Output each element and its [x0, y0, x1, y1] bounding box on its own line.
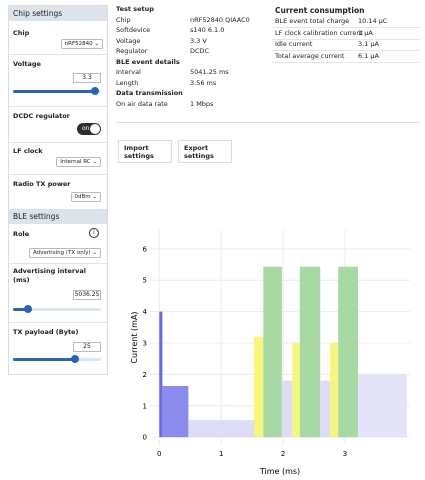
divider: [9, 142, 107, 143]
bar: [338, 266, 358, 438]
x-tick-label: 0: [157, 450, 161, 458]
toggle-text: on: [82, 125, 90, 132]
row-value: s140 6.1.0: [190, 26, 225, 34]
bar: [299, 266, 321, 438]
row-label: BLE event total charge: [275, 17, 350, 25]
tx-power-select[interactable]: 0dBm ⌄: [70, 192, 101, 202]
row-label: Softdevice: [116, 26, 151, 34]
x-axis-label: Time (ms): [259, 467, 300, 476]
lf-clock-select[interactable]: Internal RC ⌄: [56, 157, 101, 167]
select-value: 0dBm: [74, 194, 91, 200]
row-value: DCDC: [190, 47, 210, 55]
divider: [9, 322, 107, 323]
y-tick-label: 1: [143, 402, 147, 410]
row-line: [272, 61, 420, 63]
row-value: 3.1 µA: [358, 40, 379, 48]
bar: [162, 385, 189, 438]
row-value: 5041.25 ms: [190, 68, 229, 76]
row-value: 3.56 ms: [190, 78, 217, 87]
chart: 0 1 2 3 4 5 6 0 1 2 3 Time (ms) Current (mA): [130, 230, 410, 476]
row-line: [272, 27, 420, 28]
label: Role: [13, 230, 30, 238]
row-value: 10.14 µC: [358, 17, 388, 25]
info-icon[interactable]: i: [89, 228, 99, 238]
section-header: Chip settings: [9, 6, 107, 21]
bar: [188, 420, 254, 438]
y-tick-label: 0: [143, 434, 147, 442]
row-value: nRF52840 QIAAC0: [190, 15, 250, 24]
x-tick-label: 1: [219, 450, 223, 458]
bar: [330, 342, 339, 438]
chip-select[interactable]: nRF52840 ⌄: [60, 39, 103, 49]
section-title: Data transmission: [116, 89, 183, 97]
payload-slider[interactable]: [13, 355, 101, 363]
section-title: BLE event details: [116, 57, 180, 66]
bar: [263, 266, 282, 438]
bar: [358, 374, 407, 438]
bar: [254, 336, 264, 438]
interval-input[interactable]: 5036.25: [73, 290, 101, 300]
row-label: Interval: [116, 68, 141, 76]
section-title: Current consumption: [275, 6, 365, 15]
row-label: Chip: [116, 15, 131, 24]
voltage-input[interactable]: 3.3: [73, 73, 101, 83]
y-tick-label: 5: [143, 277, 147, 285]
voltage-slider[interactable]: [13, 87, 101, 95]
bar: [159, 311, 163, 438]
label: TX payload (Byte): [13, 328, 79, 336]
divider: [9, 106, 107, 107]
role-select[interactable]: Advertising (TX only) ⌄: [28, 248, 101, 258]
row-line: [272, 50, 420, 51]
divider: [9, 263, 107, 264]
select-value: Internal RC: [60, 159, 91, 165]
row-value: 1 Mbps: [190, 99, 214, 108]
y-tick-label: 2: [143, 371, 147, 379]
x-tick-label: 3: [343, 450, 347, 458]
interval-slider[interactable]: [13, 305, 101, 313]
divider: [9, 174, 107, 175]
row-label: Length: [116, 78, 139, 87]
import-button[interactable]: Import settings: [118, 140, 172, 163]
label: Advertising interval (ms): [13, 267, 86, 284]
select-value: nRF52840: [64, 41, 93, 47]
y-tick-label: 4: [143, 308, 148, 316]
section-header: BLE settings: [9, 209, 107, 224]
label: Voltage: [13, 60, 41, 68]
row-label: On air data rate: [116, 99, 168, 108]
bar: [292, 342, 300, 438]
payload-input[interactable]: 25: [73, 342, 101, 352]
row-value: 3.3 V: [190, 36, 207, 45]
label: Radio TX power: [13, 180, 71, 188]
dcdc-toggle[interactable]: on: [77, 123, 101, 135]
label: Chip: [13, 29, 30, 37]
row-line: [272, 38, 420, 40]
row-value: 1 µA: [358, 28, 373, 37]
bar: [320, 380, 331, 438]
row-label: Total average current: [275, 51, 345, 60]
y-tick-label: 3: [143, 339, 147, 347]
label: DCDC regulator: [13, 112, 70, 120]
y-tick-label: 6: [143, 245, 148, 253]
row-label: Voltage: [116, 36, 141, 45]
row-label: LF clock calibration current: [275, 28, 364, 37]
separator: [116, 122, 420, 123]
bar: [281, 380, 293, 438]
section-title: Test setup: [116, 5, 154, 13]
select-value: Advertising (TX only): [32, 250, 91, 256]
x-tick-label: 2: [281, 450, 285, 458]
row-label: Regulator: [116, 47, 148, 55]
row-value: 6.1 µA: [358, 51, 379, 60]
y-axis-label: Current (mA): [130, 311, 139, 363]
sidebar: Chip settings Chip nRF52840 ⌄ Voltage 3.…: [8, 5, 108, 375]
divider: [9, 54, 107, 55]
row-label: Idle current: [275, 40, 313, 48]
export-button[interactable]: Export settings: [178, 140, 232, 163]
label: LF clock: [13, 147, 43, 155]
